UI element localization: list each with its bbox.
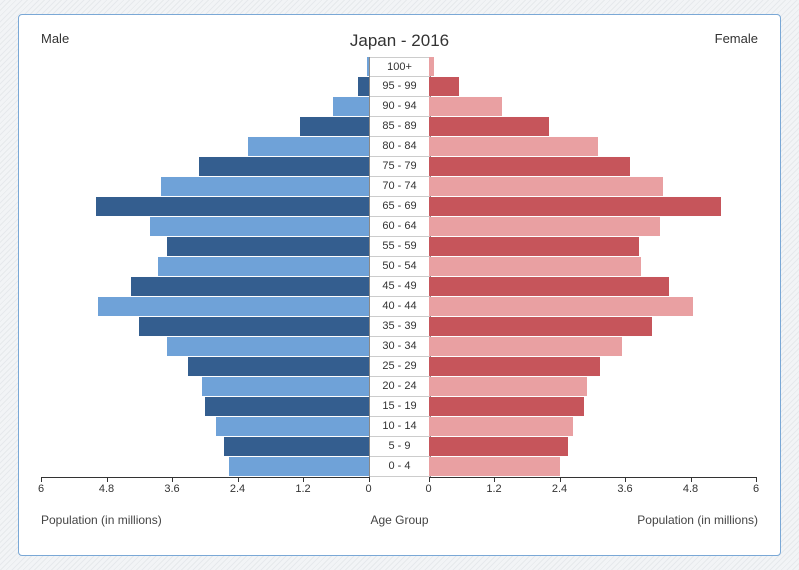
male-bar (300, 117, 368, 136)
age-group-label: 65 - 69 (370, 197, 430, 217)
population-pyramid-chart: Male Japan - 2016 Female 100+95 - 9990 -… (41, 31, 758, 535)
age-group-column: 100+95 - 9990 - 9485 - 8980 - 8475 - 797… (369, 57, 431, 477)
male-bar (248, 137, 368, 156)
plot-area: 100+95 - 9990 - 9485 - 8980 - 8475 - 797… (41, 57, 758, 477)
age-group-label: 85 - 89 (370, 117, 430, 137)
female-bar (429, 417, 574, 436)
x-tick-label: 3.6 (164, 483, 179, 495)
female-bar (429, 77, 459, 96)
male-bar (161, 177, 368, 196)
age-group-label: 35 - 39 (370, 317, 430, 337)
male-bar (224, 437, 369, 456)
page-background: Male Japan - 2016 Female 100+95 - 9990 -… (0, 0, 799, 570)
female-bar (429, 157, 631, 176)
x-tick-label: 4.8 (99, 483, 114, 495)
male-bar (202, 377, 368, 396)
age-group-label: 10 - 14 (370, 417, 430, 437)
age-group-label: 90 - 94 (370, 97, 430, 117)
x-tick-label: 3.6 (617, 483, 632, 495)
female-header-label: Female (715, 31, 758, 46)
female-bar (429, 57, 434, 76)
female-bar (429, 117, 549, 136)
x-tick-label: 1.2 (486, 483, 501, 495)
female-bar (429, 297, 694, 316)
female-bar (429, 177, 664, 196)
male-bar (98, 297, 368, 316)
age-group-label: 60 - 64 (370, 217, 430, 237)
chart-title: Japan - 2016 (41, 31, 758, 51)
x-axis: 6 6 4.8 4.8 3.6 3.6 2.4 2.4 1.2 1.2 0 0 (41, 477, 758, 495)
male-bar (188, 357, 368, 376)
female-bar (429, 397, 585, 416)
male-bar (205, 397, 369, 416)
x-tick-label: 2.4 (230, 483, 245, 495)
x-tick-label: 6 (38, 483, 44, 495)
x-tick-label: 1.2 (295, 483, 310, 495)
age-group-label: 25 - 29 (370, 357, 430, 377)
x-tick-label: 0 (425, 483, 431, 495)
chart-header: Male Japan - 2016 Female (41, 31, 758, 57)
age-group-label: 15 - 19 (370, 397, 430, 417)
x-tick-label: 6 (753, 483, 759, 495)
male-bar (167, 337, 369, 356)
male-bar (358, 77, 369, 96)
male-bar (167, 237, 369, 256)
male-bar (333, 97, 368, 116)
female-bar (429, 237, 639, 256)
x-tick-label: 2.4 (552, 483, 567, 495)
age-group-label: 0 - 4 (370, 457, 430, 477)
age-group-label: 30 - 34 (370, 337, 430, 357)
male-bar (96, 197, 369, 216)
female-bar (429, 357, 601, 376)
age-group-label: 50 - 54 (370, 257, 430, 277)
male-bar (199, 157, 368, 176)
age-group-label: 80 - 84 (370, 137, 430, 157)
female-bar (429, 217, 661, 236)
male-bar (229, 457, 368, 476)
female-bar (429, 317, 653, 336)
female-bar (429, 457, 560, 476)
x-tick-label: 0 (365, 483, 371, 495)
male-bar (150, 217, 368, 236)
male-bar (131, 277, 368, 296)
male-bar (139, 317, 368, 336)
female-bar (429, 377, 587, 396)
age-group-label: 55 - 59 (370, 237, 430, 257)
female-bar (429, 257, 642, 276)
female-bar (429, 337, 623, 356)
female-bar (429, 437, 568, 456)
male-bars (41, 57, 369, 477)
age-group-label: 75 - 79 (370, 157, 430, 177)
age-group-label: 20 - 24 (370, 377, 430, 397)
age-group-label: 70 - 74 (370, 177, 430, 197)
female-bars (429, 57, 757, 477)
chart-footer: Population (in millions) Age Group Popul… (41, 513, 758, 531)
male-bar (158, 257, 368, 276)
age-group-label: 5 - 9 (370, 437, 430, 457)
female-bar (429, 137, 598, 156)
age-group-label: 40 - 44 (370, 297, 430, 317)
female-bar (429, 197, 721, 216)
female-bar (429, 277, 669, 296)
male-bar (216, 417, 369, 436)
x-axis-label-right: Population (in millions) (637, 513, 758, 527)
age-group-label: 45 - 49 (370, 277, 430, 297)
age-group-label: 100+ (370, 57, 430, 77)
female-bar (429, 97, 503, 116)
age-group-label: 95 - 99 (370, 77, 430, 97)
x-tick-label: 4.8 (683, 483, 698, 495)
chart-panel: Male Japan - 2016 Female 100+95 - 9990 -… (18, 14, 781, 556)
